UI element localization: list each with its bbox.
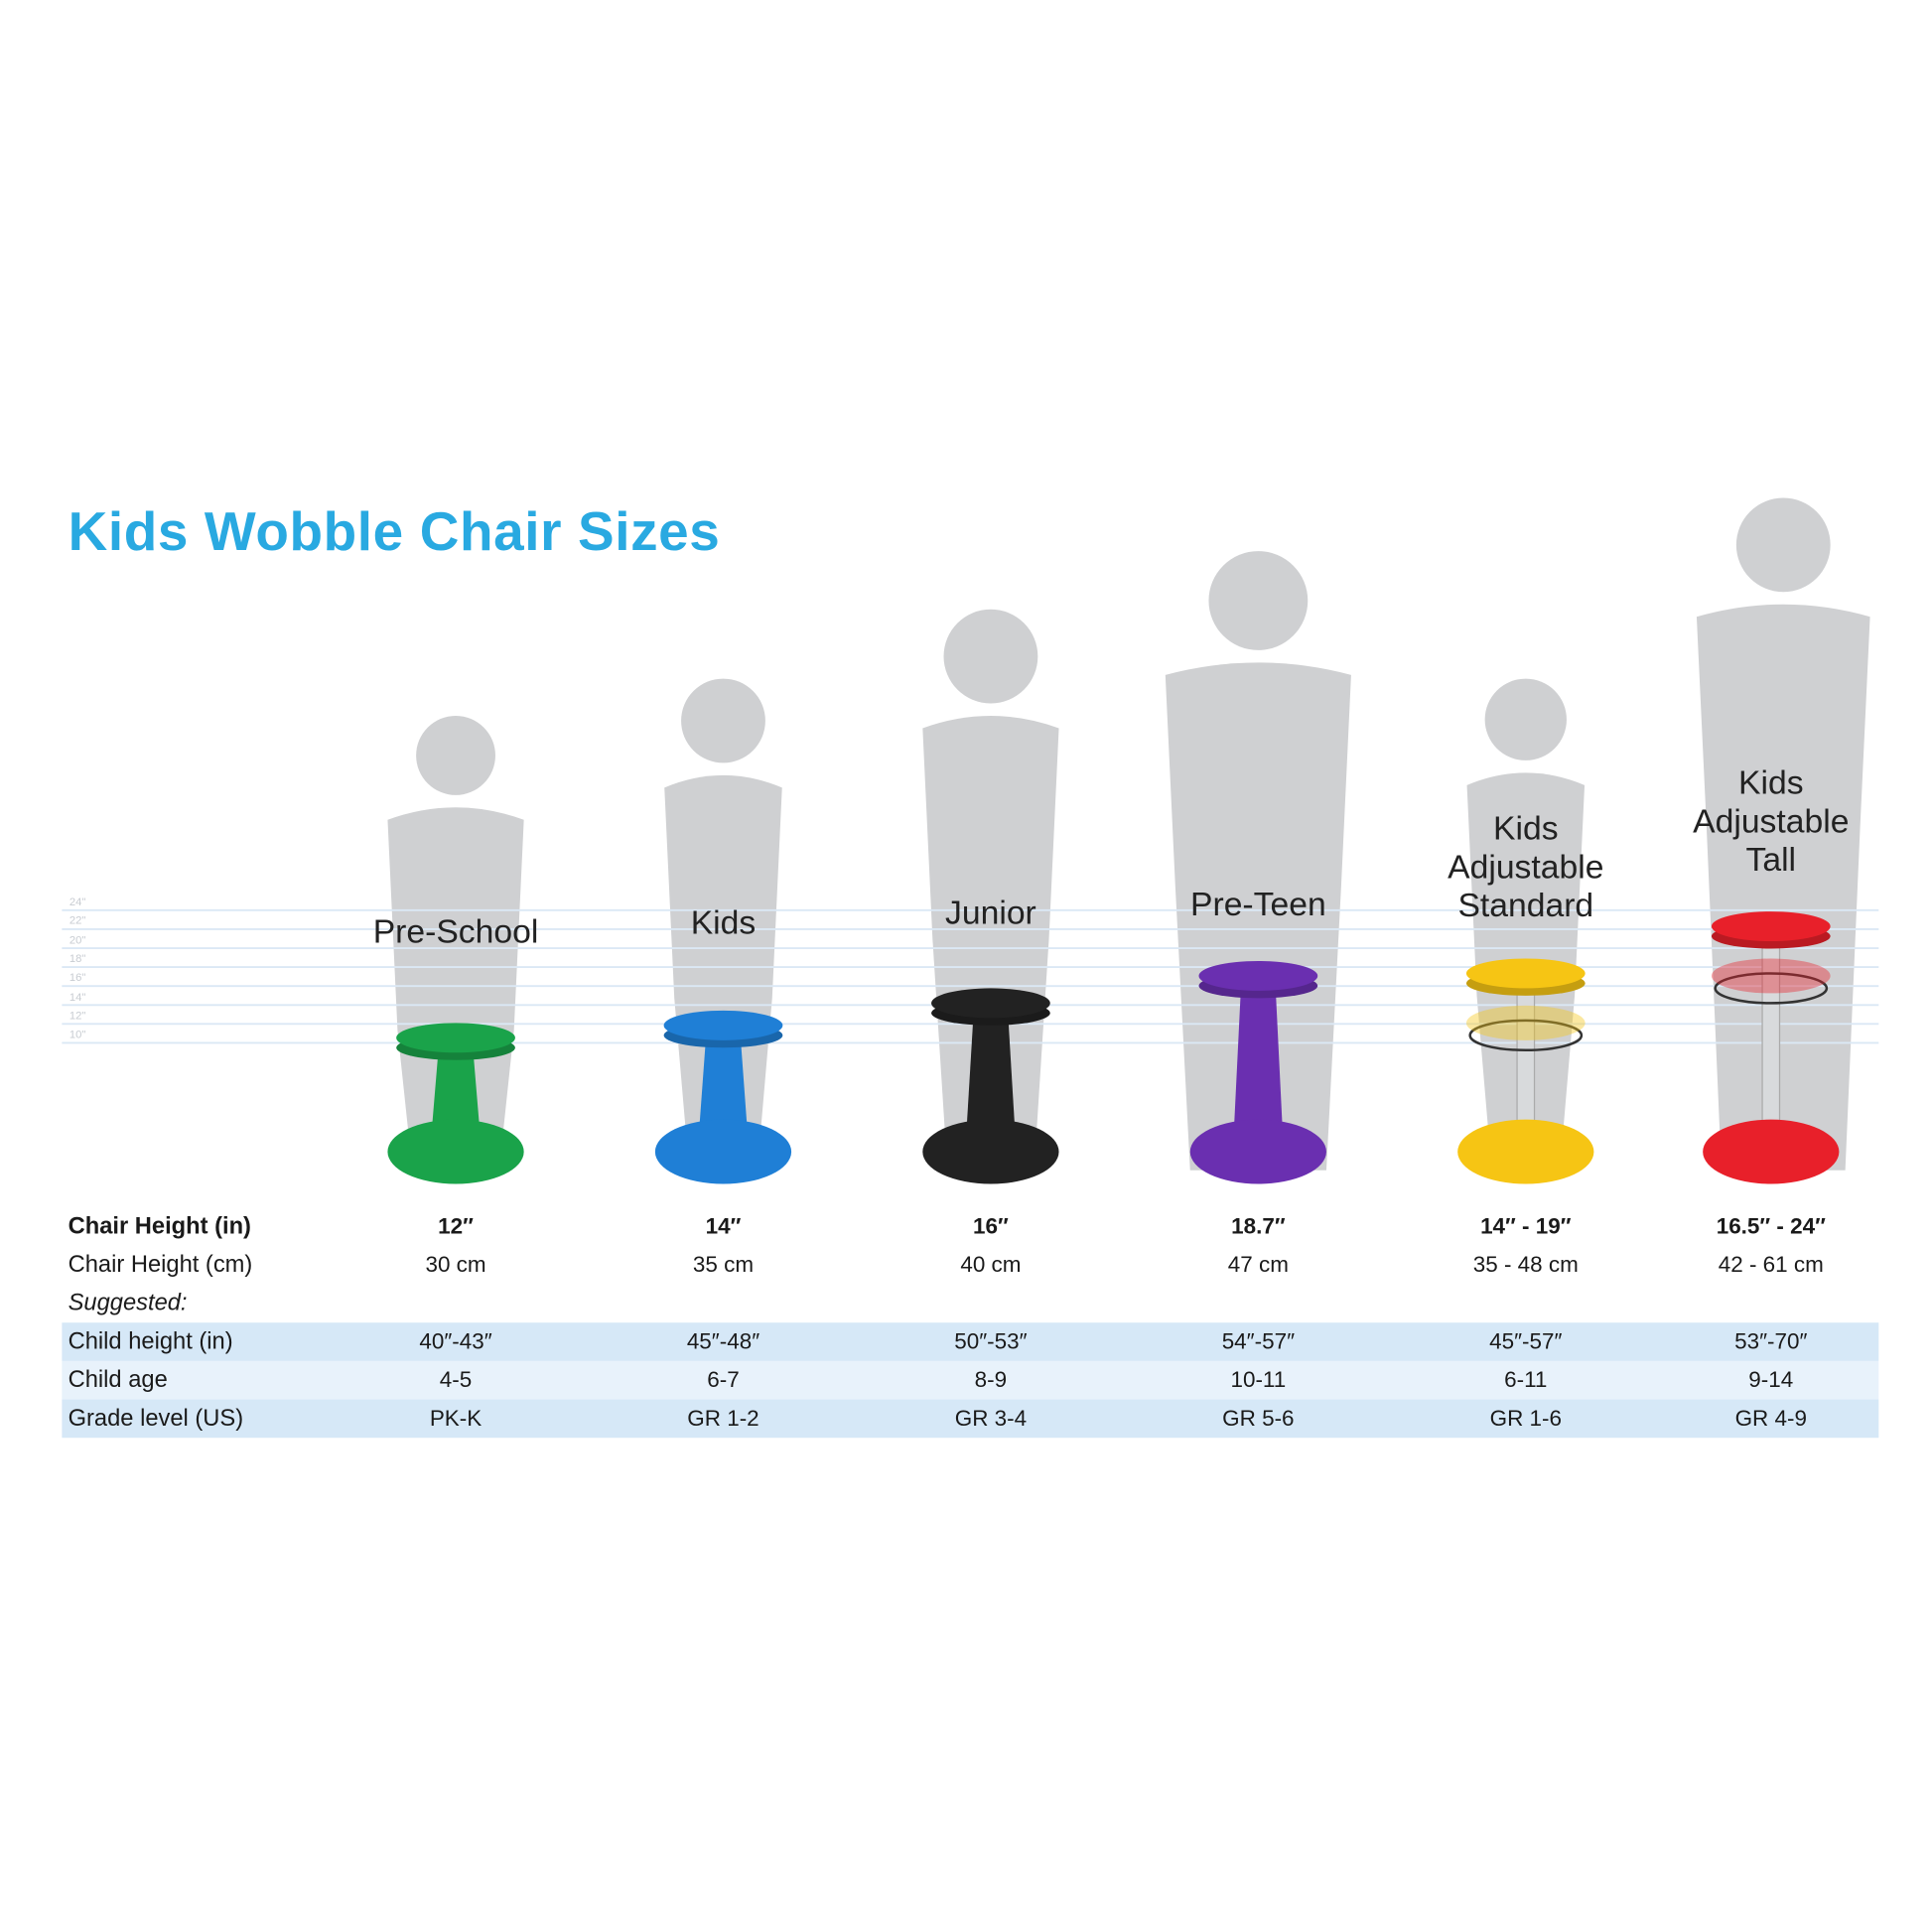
table-cell: 50″-53″ — [954, 1328, 1028, 1354]
chair-base — [387, 1119, 524, 1184]
table-cell: 6-7 — [707, 1367, 740, 1393]
chair-base — [922, 1119, 1059, 1184]
product-name: Pre-School — [320, 912, 592, 951]
silhouette-head — [681, 678, 765, 763]
ruler-tick-label: 20" — [69, 933, 86, 946]
table-cell: 9-14 — [1748, 1367, 1794, 1393]
product-name-line: Pre-School — [372, 912, 539, 950]
product-name-line: Kids — [690, 903, 757, 942]
table-row: Child height (in) 40″-43″ 45″-48″ 50″-53″ 54… — [62, 1322, 1879, 1361]
silhouette-head — [1735, 497, 1831, 593]
product-name-line: Pre-Teen — [1190, 885, 1326, 923]
chair-seat — [396, 1023, 515, 1053]
table-cell: 12″ — [438, 1213, 474, 1239]
ruler-tick-label: 24" — [69, 895, 86, 908]
table-cell: 35 - 48 cm — [1472, 1252, 1579, 1278]
product-name-line: Adjustable — [1693, 802, 1850, 840]
table-cell: GR 5-6 — [1222, 1405, 1295, 1431]
table-cell: 40″-43″ — [419, 1328, 492, 1354]
product-name-line: Kids — [1493, 809, 1559, 848]
table-row: Child age 4-5 6-7 8-9 10-11 6-11 9-14 — [62, 1360, 1879, 1400]
table-cell: PK-K — [429, 1405, 483, 1431]
chair-stem — [965, 1015, 1016, 1140]
table-cell: 54″-57″ — [1221, 1328, 1296, 1354]
ruler-tick-label: 16" — [69, 971, 86, 984]
table-cell: GR 1-2 — [687, 1405, 759, 1431]
silhouette-head — [1208, 551, 1309, 650]
table-cell: 8-9 — [974, 1367, 1008, 1393]
table-cell: 53″-70″ — [1734, 1328, 1808, 1354]
table-cell: 16″ — [973, 1213, 1009, 1239]
table-cell: 45″-48″ — [686, 1328, 760, 1354]
table-cell: 45″-57″ — [1489, 1328, 1563, 1354]
table-cell: 35 cm — [692, 1252, 755, 1278]
chair-seat-ghost — [1711, 958, 1831, 994]
chair-base — [1703, 1119, 1840, 1184]
chair-seat-ghost — [1465, 1005, 1586, 1040]
table-cell: 14″ — [705, 1213, 742, 1239]
ruler-tick-label: 12" — [69, 1009, 86, 1022]
row-label: Chair Height (cm) — [68, 1252, 253, 1279]
product-name-line: Junior — [945, 894, 1036, 932]
silhouette-body — [387, 807, 524, 1171]
silhouette-head — [943, 609, 1038, 704]
row-label: Grade level (US) — [68, 1405, 244, 1432]
table-cell: GR 3-4 — [954, 1405, 1028, 1431]
ruler-tick-label: 18" — [69, 952, 86, 965]
table-cell: GR 1-6 — [1489, 1405, 1562, 1431]
table-row: Chair Height (in) 12″ 14″ 16″ 18.7″ 14″ - 19″… — [62, 1207, 1878, 1246]
product-name-line: Adjustable — [1448, 848, 1604, 886]
table-cell: 42 - 61 cm — [1718, 1252, 1824, 1278]
chair-seat — [1198, 960, 1318, 991]
row-label: Chair Height (in) — [68, 1213, 251, 1240]
product-name-line: Tall — [1745, 840, 1797, 879]
chair-seat — [1465, 958, 1586, 989]
silhouette-head — [416, 715, 495, 795]
product-name-line: Kids — [1738, 763, 1804, 802]
silhouette-body — [922, 715, 1059, 1171]
product-name-line: Standard — [1457, 887, 1594, 924]
ruler-tick-label: 22" — [69, 913, 86, 927]
table-cell: GR 4-9 — [1734, 1405, 1807, 1431]
table-cell: 4-5 — [439, 1367, 473, 1393]
table-cell: 40 cm — [960, 1252, 1022, 1278]
product-name: Kids Adjustable Tall — [1635, 764, 1907, 880]
row-label: Child age — [68, 1367, 168, 1394]
table-cell: 6-11 — [1504, 1367, 1548, 1393]
chair-seat — [663, 1010, 783, 1040]
table-row: Grade level (US) PK-K GR 1-2 GR 3-4 GR 5-6 GR… — [62, 1399, 1879, 1439]
table-row: Suggested: — [62, 1285, 1878, 1323]
product-name: Junior — [855, 895, 1127, 933]
table-cell: 16.5″ - 24″ — [1716, 1213, 1826, 1239]
chair-stem — [431, 1049, 481, 1140]
row-label: Child height (in) — [68, 1328, 233, 1355]
silhouette-body — [664, 774, 782, 1171]
ruler-tick-label: 14" — [69, 990, 86, 1003]
chair-seat — [931, 988, 1050, 1019]
chair-seat — [1711, 911, 1831, 942]
product-name: Pre-Teen — [1122, 886, 1394, 924]
product-name: Kids Adjustable Standard — [1390, 810, 1662, 925]
ruler-tick-label: 10" — [69, 1028, 86, 1040]
chair-stem — [1233, 988, 1284, 1140]
table-cell: 14″ - 19″ — [1480, 1213, 1572, 1239]
chair-base — [654, 1119, 792, 1184]
silhouette-body — [1696, 604, 1870, 1171]
table-cell: 10-11 — [1230, 1367, 1287, 1393]
footrest-ring — [1714, 972, 1829, 1005]
footrest-ring — [1468, 1019, 1584, 1052]
chair-base — [1457, 1119, 1594, 1184]
page-title: Kids Wobble Chair Sizes — [68, 501, 721, 563]
chair-stem — [698, 1037, 749, 1140]
table-cell: 30 cm — [425, 1252, 486, 1278]
row-label: Suggested: — [68, 1290, 188, 1316]
table-cell: 47 cm — [1227, 1252, 1289, 1278]
chair-base — [1189, 1119, 1326, 1184]
table-cell: 18.7″ — [1231, 1213, 1286, 1239]
product-name: Kids — [587, 904, 859, 943]
silhouette-head — [1484, 678, 1567, 760]
table-row: Chair Height (cm) 30 cm 35 cm 40 cm 47 cm 35 … — [62, 1246, 1878, 1285]
